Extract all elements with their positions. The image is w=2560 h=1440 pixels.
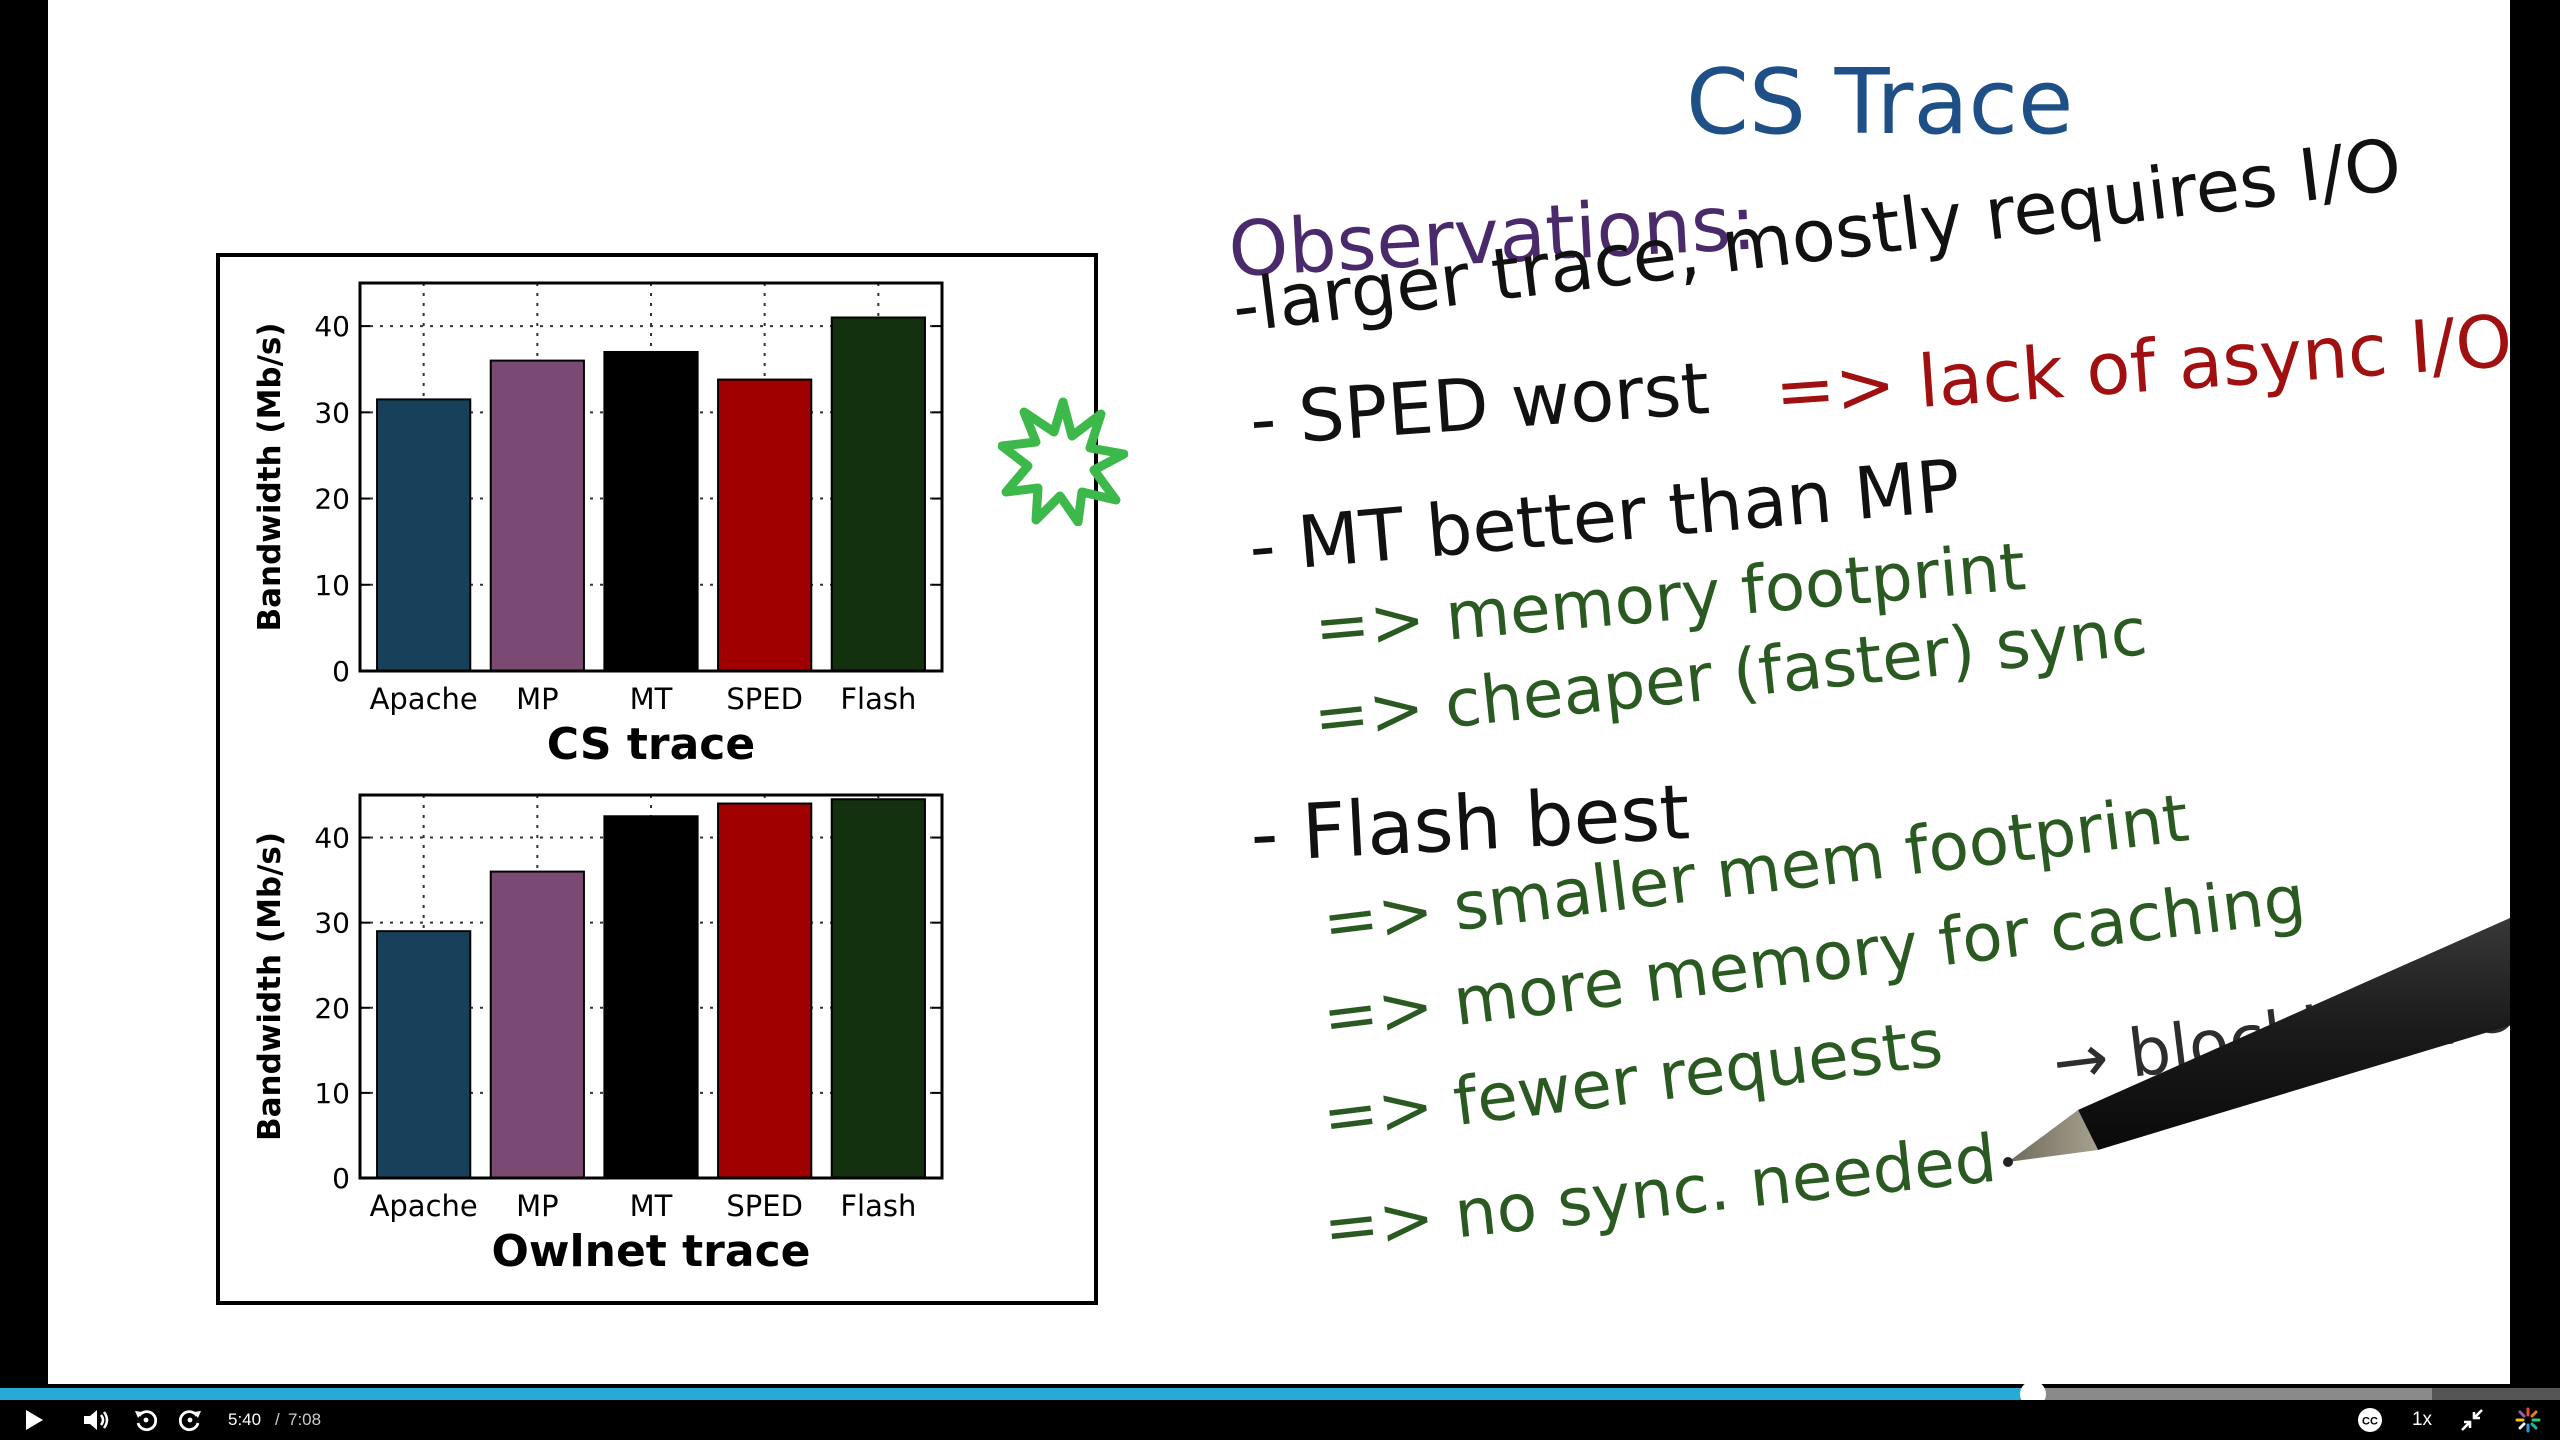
player-controls: 5:40 / 7:08 CC 1x (0, 1400, 2560, 1440)
x-tick-label: SPED (726, 682, 803, 716)
exit-fullscreen-button[interactable] (2452, 1400, 2492, 1440)
slide-title: CS Trace (1686, 50, 2074, 155)
y-tick-label: 30 (314, 907, 350, 940)
logo-icon (2515, 1407, 2541, 1433)
x-tick-label: Flash (840, 1189, 916, 1223)
x-tick-label: MT (630, 682, 673, 716)
bar-mp (489, 359, 585, 672)
x-tick-label: MP (516, 1189, 559, 1223)
x-tick-label: Apache (370, 682, 478, 716)
y-tick-label: 20 (314, 483, 350, 516)
y-axis-label: Bandwidth (Mb/s) (252, 322, 288, 631)
x-tick-label: MT (630, 1189, 673, 1223)
bar-mt (603, 815, 699, 1179)
logo-button[interactable] (2508, 1400, 2548, 1440)
x-tick-label: Flash (840, 682, 916, 716)
bandwidth-charts-panel: 0 10 20 30 40 Apache MP MT SPED Flash Bandwidth (M… (216, 253, 1098, 1305)
y-tick-label: 0 (332, 1162, 350, 1195)
y-tick-label: 10 (314, 569, 350, 602)
progress-fill (0, 1388, 2033, 1400)
x-tick-label: SPED (726, 1189, 803, 1223)
y-tick-label: 40 (314, 822, 350, 855)
bar-flash (830, 798, 926, 1179)
svg-text:CC: CC (2362, 1416, 2378, 1428)
forward-icon (178, 1410, 201, 1432)
volume-button[interactable] (74, 1400, 118, 1440)
star-annotation-icon (998, 397, 1128, 526)
bandwidth-charts: 0 10 20 30 40 Apache MP MT SPED Flash Bandwidth (M… (252, 281, 944, 1277)
time-separator: / (275, 1410, 280, 1429)
plot-frame (358, 793, 944, 1180)
y-tick-label: 10 (314, 1077, 350, 1110)
pen-icon (2003, 918, 2510, 1167)
bar-apache (376, 930, 472, 1180)
total-time: 7:08 (288, 1410, 322, 1429)
x-tick-label: Apache (370, 1189, 478, 1223)
volume-icon (84, 1410, 109, 1430)
forward-button[interactable] (170, 1400, 210, 1440)
current-time: 5:40 (228, 1410, 262, 1429)
bar-apache (376, 398, 472, 672)
progress-bar[interactable] (0, 1381, 2560, 1407)
y-axis-label: Bandwidth (Mb/s) (252, 832, 288, 1141)
y-tick-label: 20 (314, 992, 350, 1025)
y-tick-label: 40 (314, 310, 350, 343)
rewind-icon (135, 1410, 158, 1432)
closed-captions-button[interactable]: CC (2350, 1400, 2390, 1440)
bar-mt (603, 350, 699, 672)
chart-title: CS trace (547, 719, 755, 770)
lecture-slide: CS Trace 0 10 20 30 40 Apache MP MT SPED Flash Ban… (48, 0, 2510, 1384)
chart-title: Owlnet trace (492, 1226, 811, 1277)
play-icon (26, 1410, 43, 1430)
bar-flash (830, 316, 926, 672)
exit-fullscreen-icon (2461, 1409, 2483, 1431)
rewind-button[interactable] (126, 1400, 166, 1440)
bar-mp (489, 870, 585, 1179)
note-sped-worst: - SPED worst (1247, 346, 1712, 462)
note-lack-async-io: => lack of async I/O (1772, 298, 2510, 434)
plot-frame (358, 281, 944, 673)
y-tick-label: 30 (314, 396, 350, 429)
bar-sped (717, 378, 813, 673)
playback-speed-button[interactable]: 1x (2411, 1409, 2433, 1430)
x-tick-label: MP (516, 682, 559, 716)
y-tick-label: 0 (332, 655, 350, 688)
play-button[interactable] (14, 1400, 54, 1440)
closed-captions-icon: CC (2358, 1408, 2382, 1432)
bar-sped (717, 802, 813, 1179)
